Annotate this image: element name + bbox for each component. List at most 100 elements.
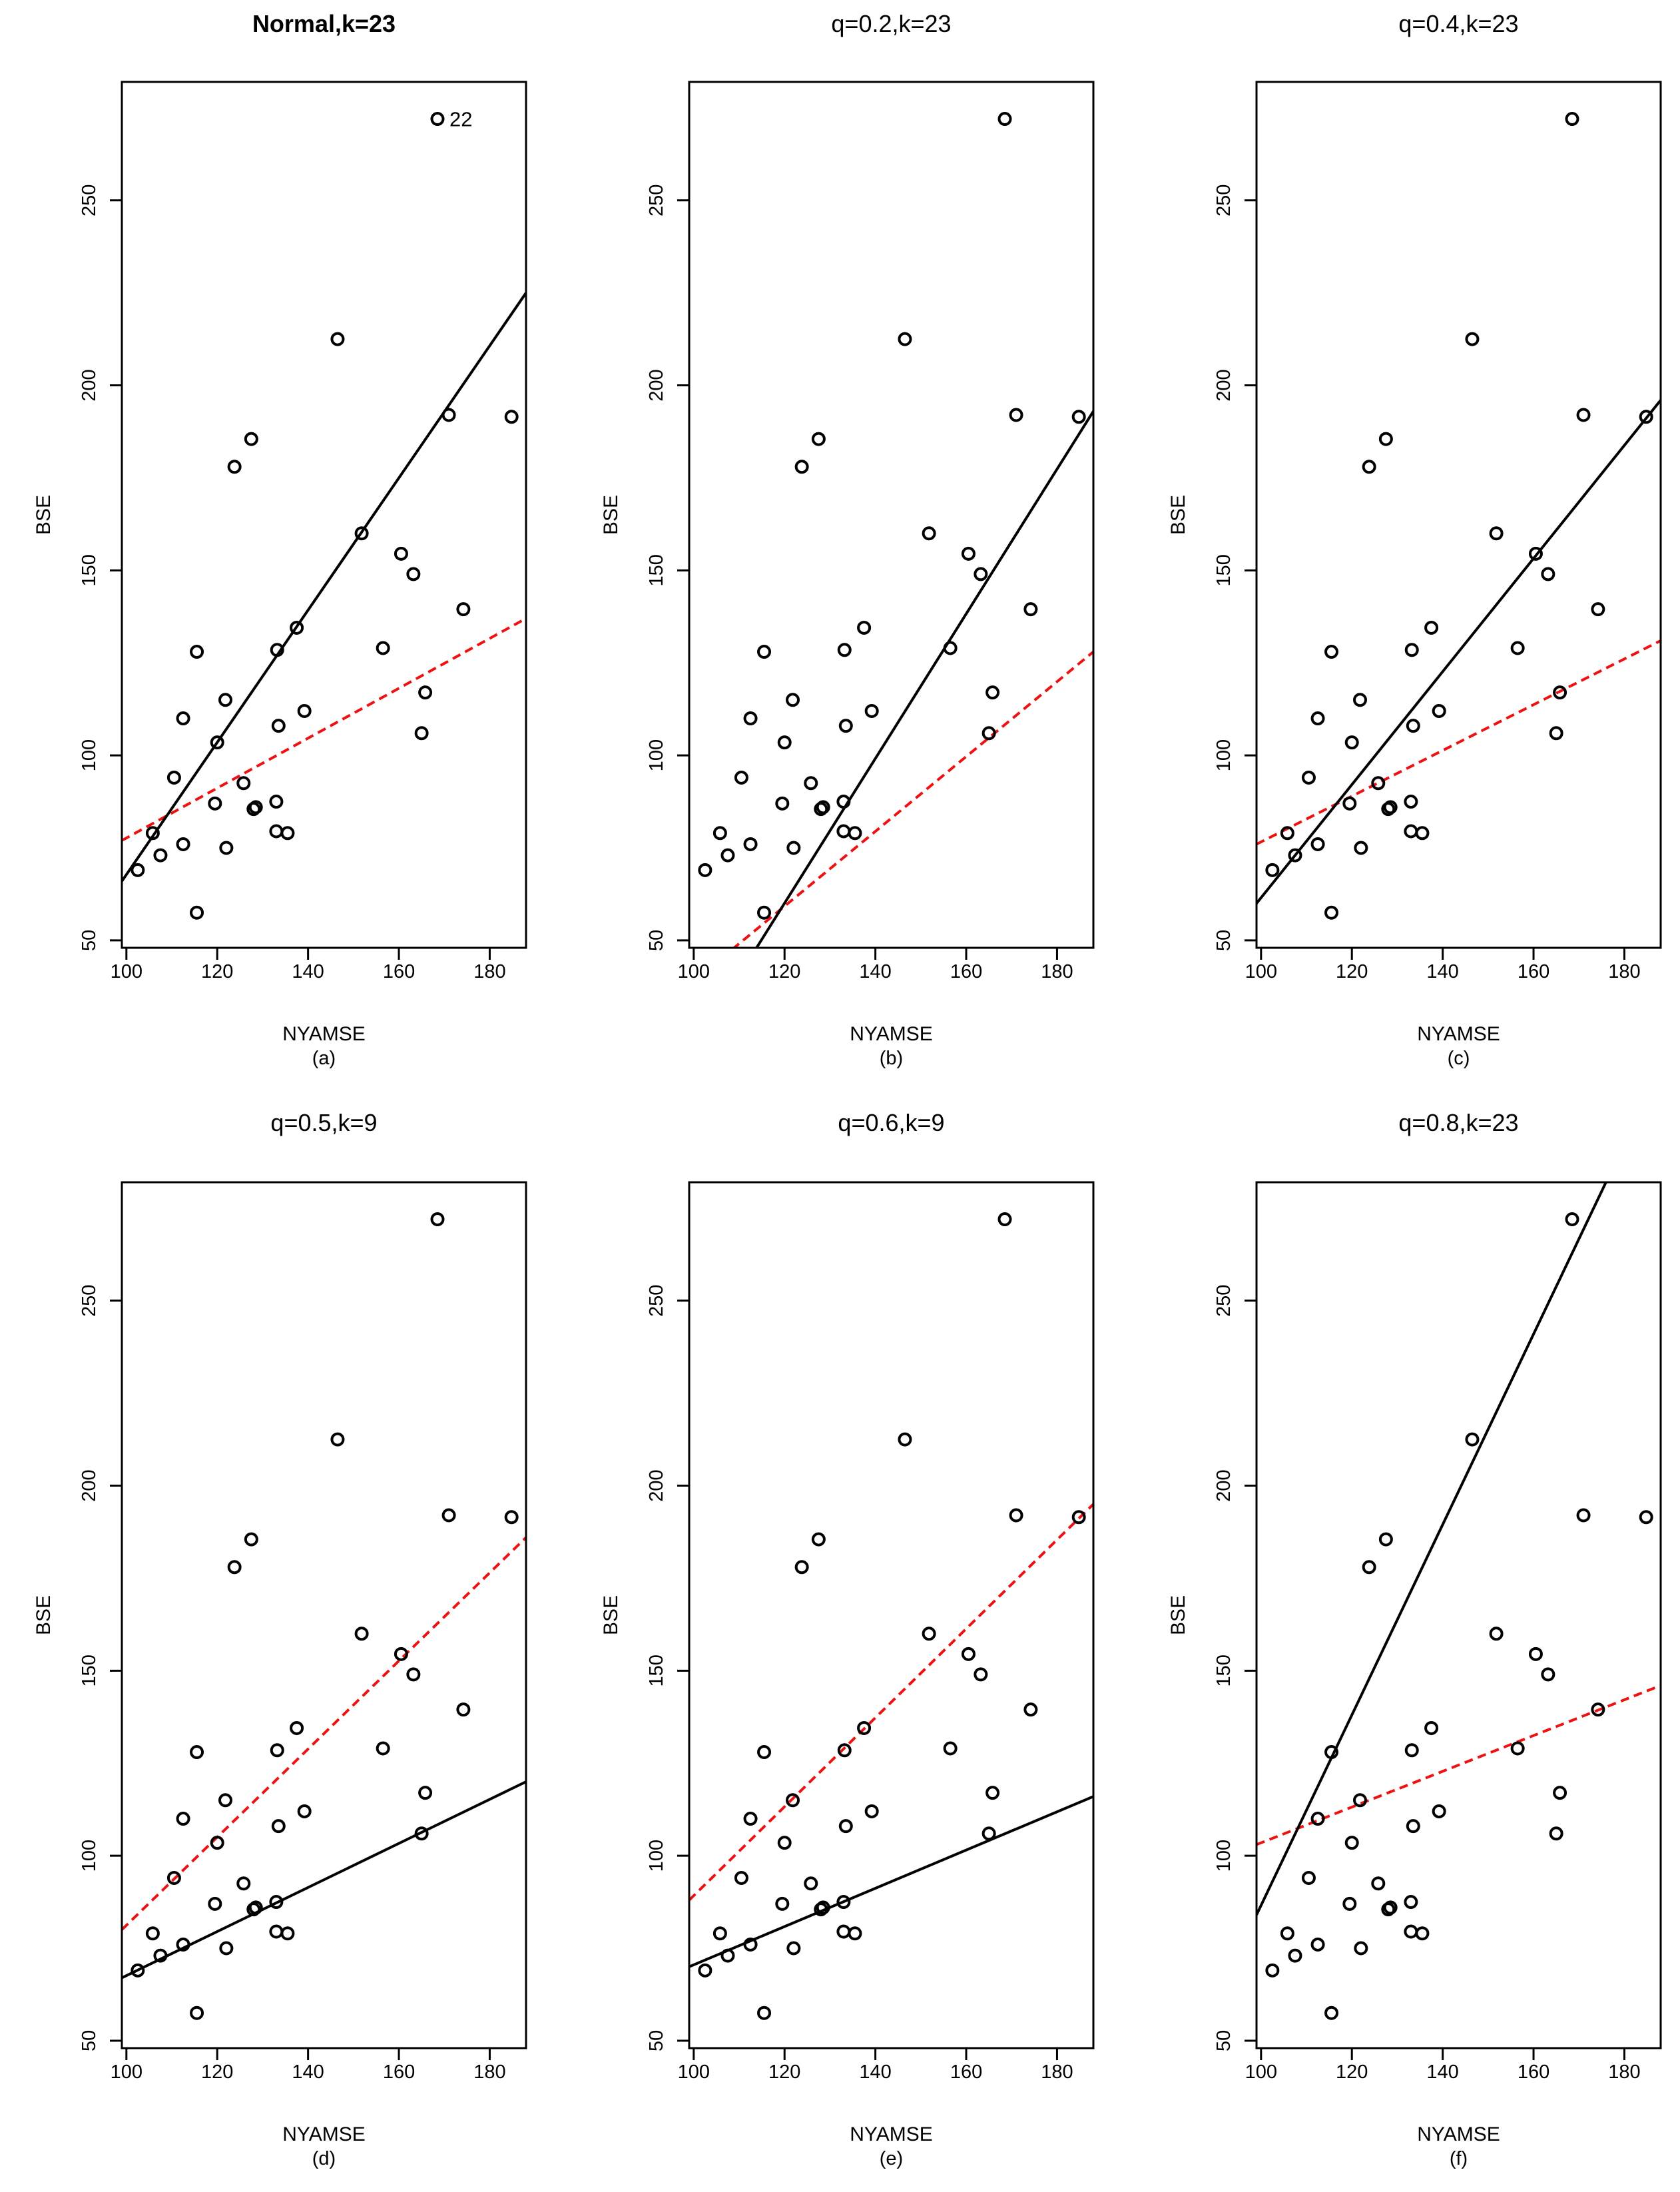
x-tick-label: 120 [201, 961, 233, 982]
x-axis-label: NYAMSE [282, 2123, 365, 2145]
data-point [757, 645, 772, 659]
dashed-fit-line [689, 1503, 1093, 1902]
solid-fit-line [122, 292, 526, 883]
data-point [974, 567, 988, 581]
data-point [210, 735, 224, 750]
data-point [734, 1870, 748, 1885]
panel-sublabel: (f) [1450, 2148, 1468, 2169]
data-point [1310, 1937, 1325, 1952]
data-point [743, 711, 758, 726]
y-tick-label: 50 [79, 930, 100, 951]
data-point [1354, 841, 1368, 855]
data-point [1071, 410, 1086, 424]
data-point [190, 2006, 204, 2020]
data-point [794, 1560, 809, 1575]
data-point [961, 1646, 976, 1661]
data-point [838, 719, 853, 733]
data-point [720, 848, 735, 863]
data-point [836, 824, 851, 839]
solid-fit-line [1257, 399, 1661, 905]
data-point [1344, 735, 1359, 750]
data-point [757, 2006, 772, 2020]
panel-sublabel: (e) [880, 2148, 903, 2169]
data-point [145, 1926, 160, 1941]
data-point [712, 1926, 727, 1941]
data-point [757, 905, 772, 920]
y-tick-label: 100 [646, 739, 667, 771]
data-point [743, 1937, 758, 1952]
y-tick-label: 100 [1213, 1840, 1235, 1872]
dashed-fit-line [122, 617, 526, 842]
panel-title: q=0.5,k=9 [270, 1109, 377, 1136]
data-point [1324, 645, 1339, 659]
data-point [1362, 1560, 1376, 1575]
x-axis-label: NYAMSE [850, 2123, 932, 2145]
y-tick-label: 250 [1213, 1285, 1235, 1317]
data-point [376, 1741, 390, 1756]
data-point [777, 1836, 792, 1850]
dashed-fit-line [732, 651, 1093, 948]
data-point [236, 1876, 251, 1891]
x-axis-label: NYAMSE [1417, 1023, 1500, 1045]
data-point [414, 726, 429, 741]
panel-e: q=0.6,k=9 100 120 140 160 180 50 100 150 200 250 NY… [600, 1109, 1095, 2169]
data-point [981, 1826, 996, 1841]
data-point [166, 770, 181, 785]
y-tick-label: 50 [79, 2030, 100, 2051]
data-point [1639, 1510, 1653, 1525]
data-point [837, 643, 852, 657]
data-point [176, 711, 190, 726]
data-point [804, 1876, 818, 1891]
data-point [1415, 1926, 1430, 1941]
data-point [857, 1720, 872, 1735]
data-point [1310, 1812, 1325, 1826]
data-point [1371, 1876, 1386, 1891]
data-point [1528, 1646, 1543, 1661]
data-point [1288, 848, 1302, 863]
data-point [153, 848, 168, 863]
data-point [1404, 1924, 1418, 1939]
data-point [720, 1948, 735, 1963]
data-point [244, 1532, 258, 1547]
solid-fit-line [122, 1780, 526, 1980]
data-point [376, 641, 390, 655]
x-tick-label: 100 [1245, 961, 1277, 982]
data-point [176, 1937, 190, 1952]
data-point [1404, 1895, 1418, 1910]
data-point [270, 1743, 284, 1758]
x-tick-label: 160 [1518, 2061, 1549, 2083]
x-tick-label: 120 [201, 2061, 233, 2083]
x-tick-label: 120 [1336, 2061, 1368, 2083]
data-point [836, 795, 851, 809]
data-point [1489, 526, 1504, 541]
x-tick-label: 140 [1426, 961, 1458, 982]
data-point [985, 685, 1000, 700]
data-point [712, 826, 727, 841]
data-point [1265, 863, 1280, 877]
y-tick-label: 50 [646, 2030, 667, 2051]
y-tick-label: 100 [646, 1840, 667, 1872]
data-point [1510, 1741, 1525, 1756]
y-tick-label: 250 [646, 1285, 667, 1317]
data-point [1371, 776, 1386, 791]
data-point [898, 332, 912, 346]
y-tick-label: 250 [1213, 184, 1235, 216]
data-point [414, 1826, 429, 1841]
data-point [1009, 1508, 1023, 1523]
x-tick-label: 160 [950, 961, 982, 982]
plot-frame [121, 81, 527, 949]
y-axis-label: BSE [600, 495, 622, 535]
data-point [1424, 1720, 1439, 1735]
data-point [190, 905, 204, 920]
data-point [131, 863, 145, 877]
data-point [441, 408, 456, 422]
data-point [898, 1432, 912, 1447]
y-axis-label: BSE [1167, 495, 1189, 535]
y-axis-label: BSE [600, 1595, 622, 1635]
data-point [794, 460, 809, 474]
data-point [837, 1743, 852, 1758]
data-point [269, 824, 284, 839]
data-point [153, 1948, 168, 1963]
data-point [418, 1786, 433, 1800]
plot-frame [121, 1181, 527, 2049]
